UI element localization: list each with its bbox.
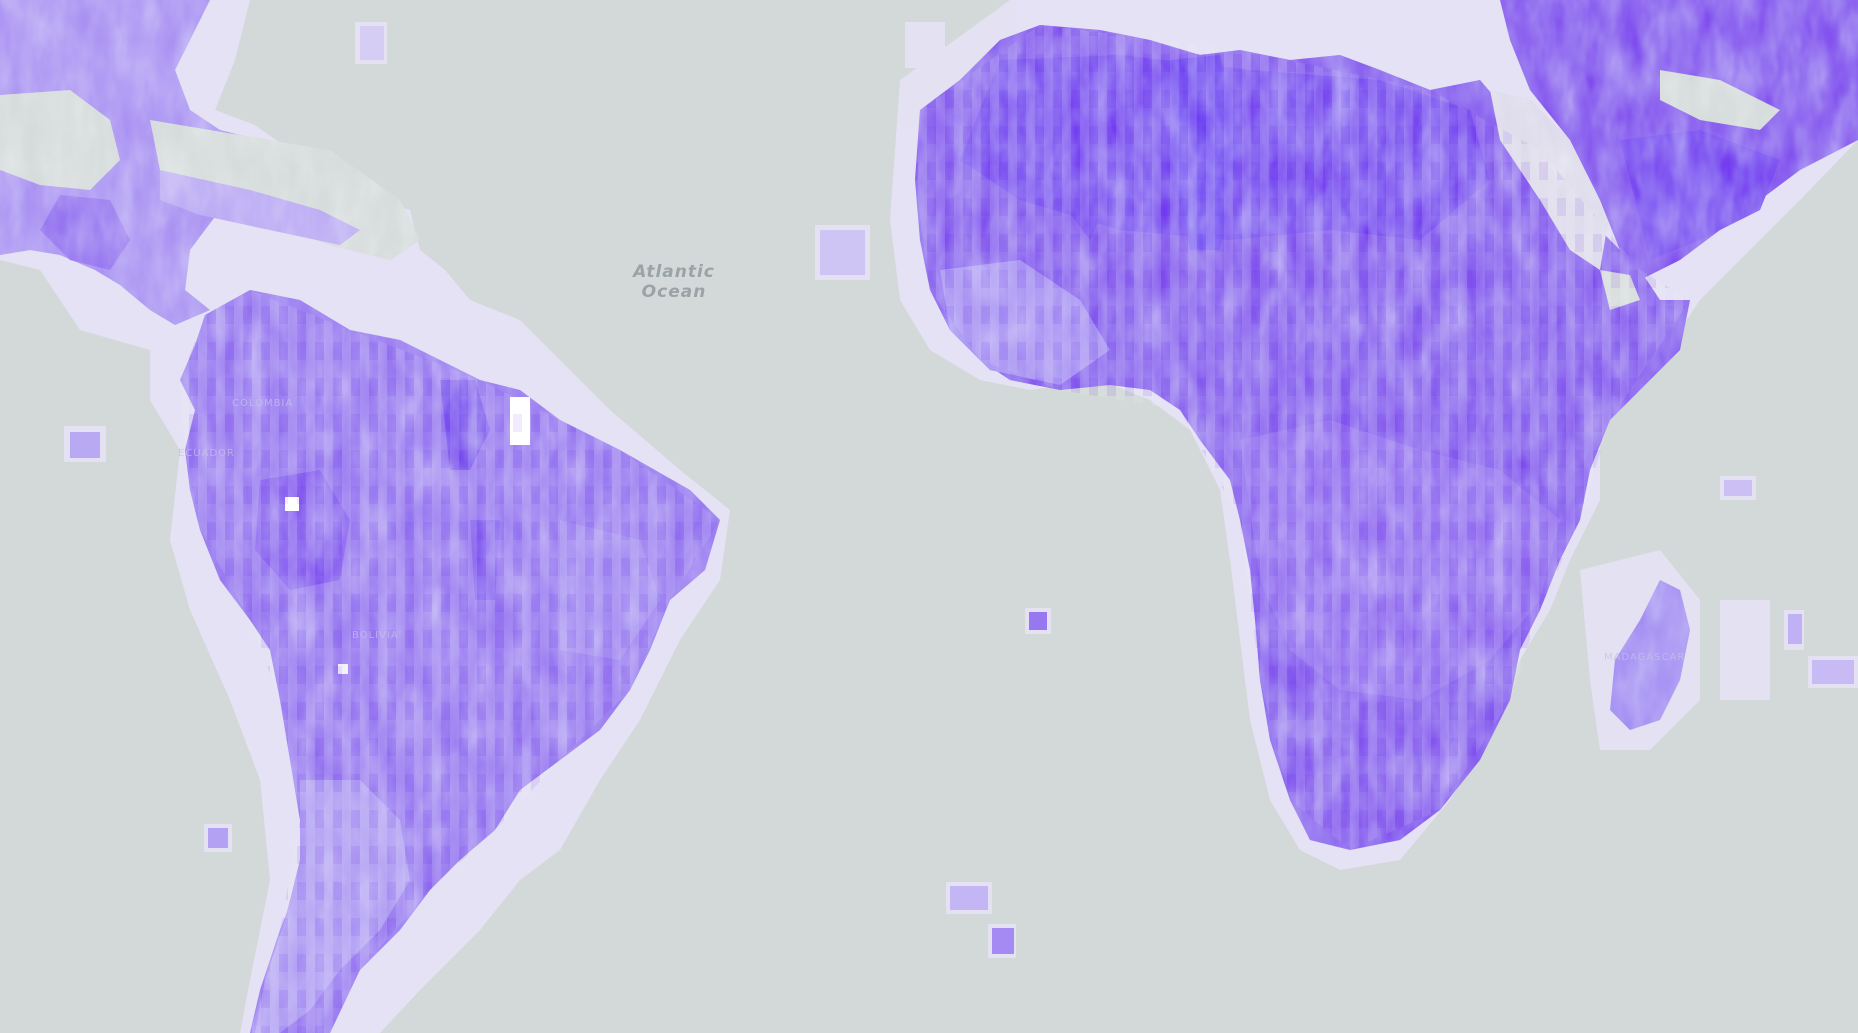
tile-texture [180,25,1690,1033]
landmass-central-america [0,0,420,325]
island-tiles [70,26,1854,954]
landmass-madagascar [1610,580,1690,730]
landmass-arabia [1500,0,1858,280]
